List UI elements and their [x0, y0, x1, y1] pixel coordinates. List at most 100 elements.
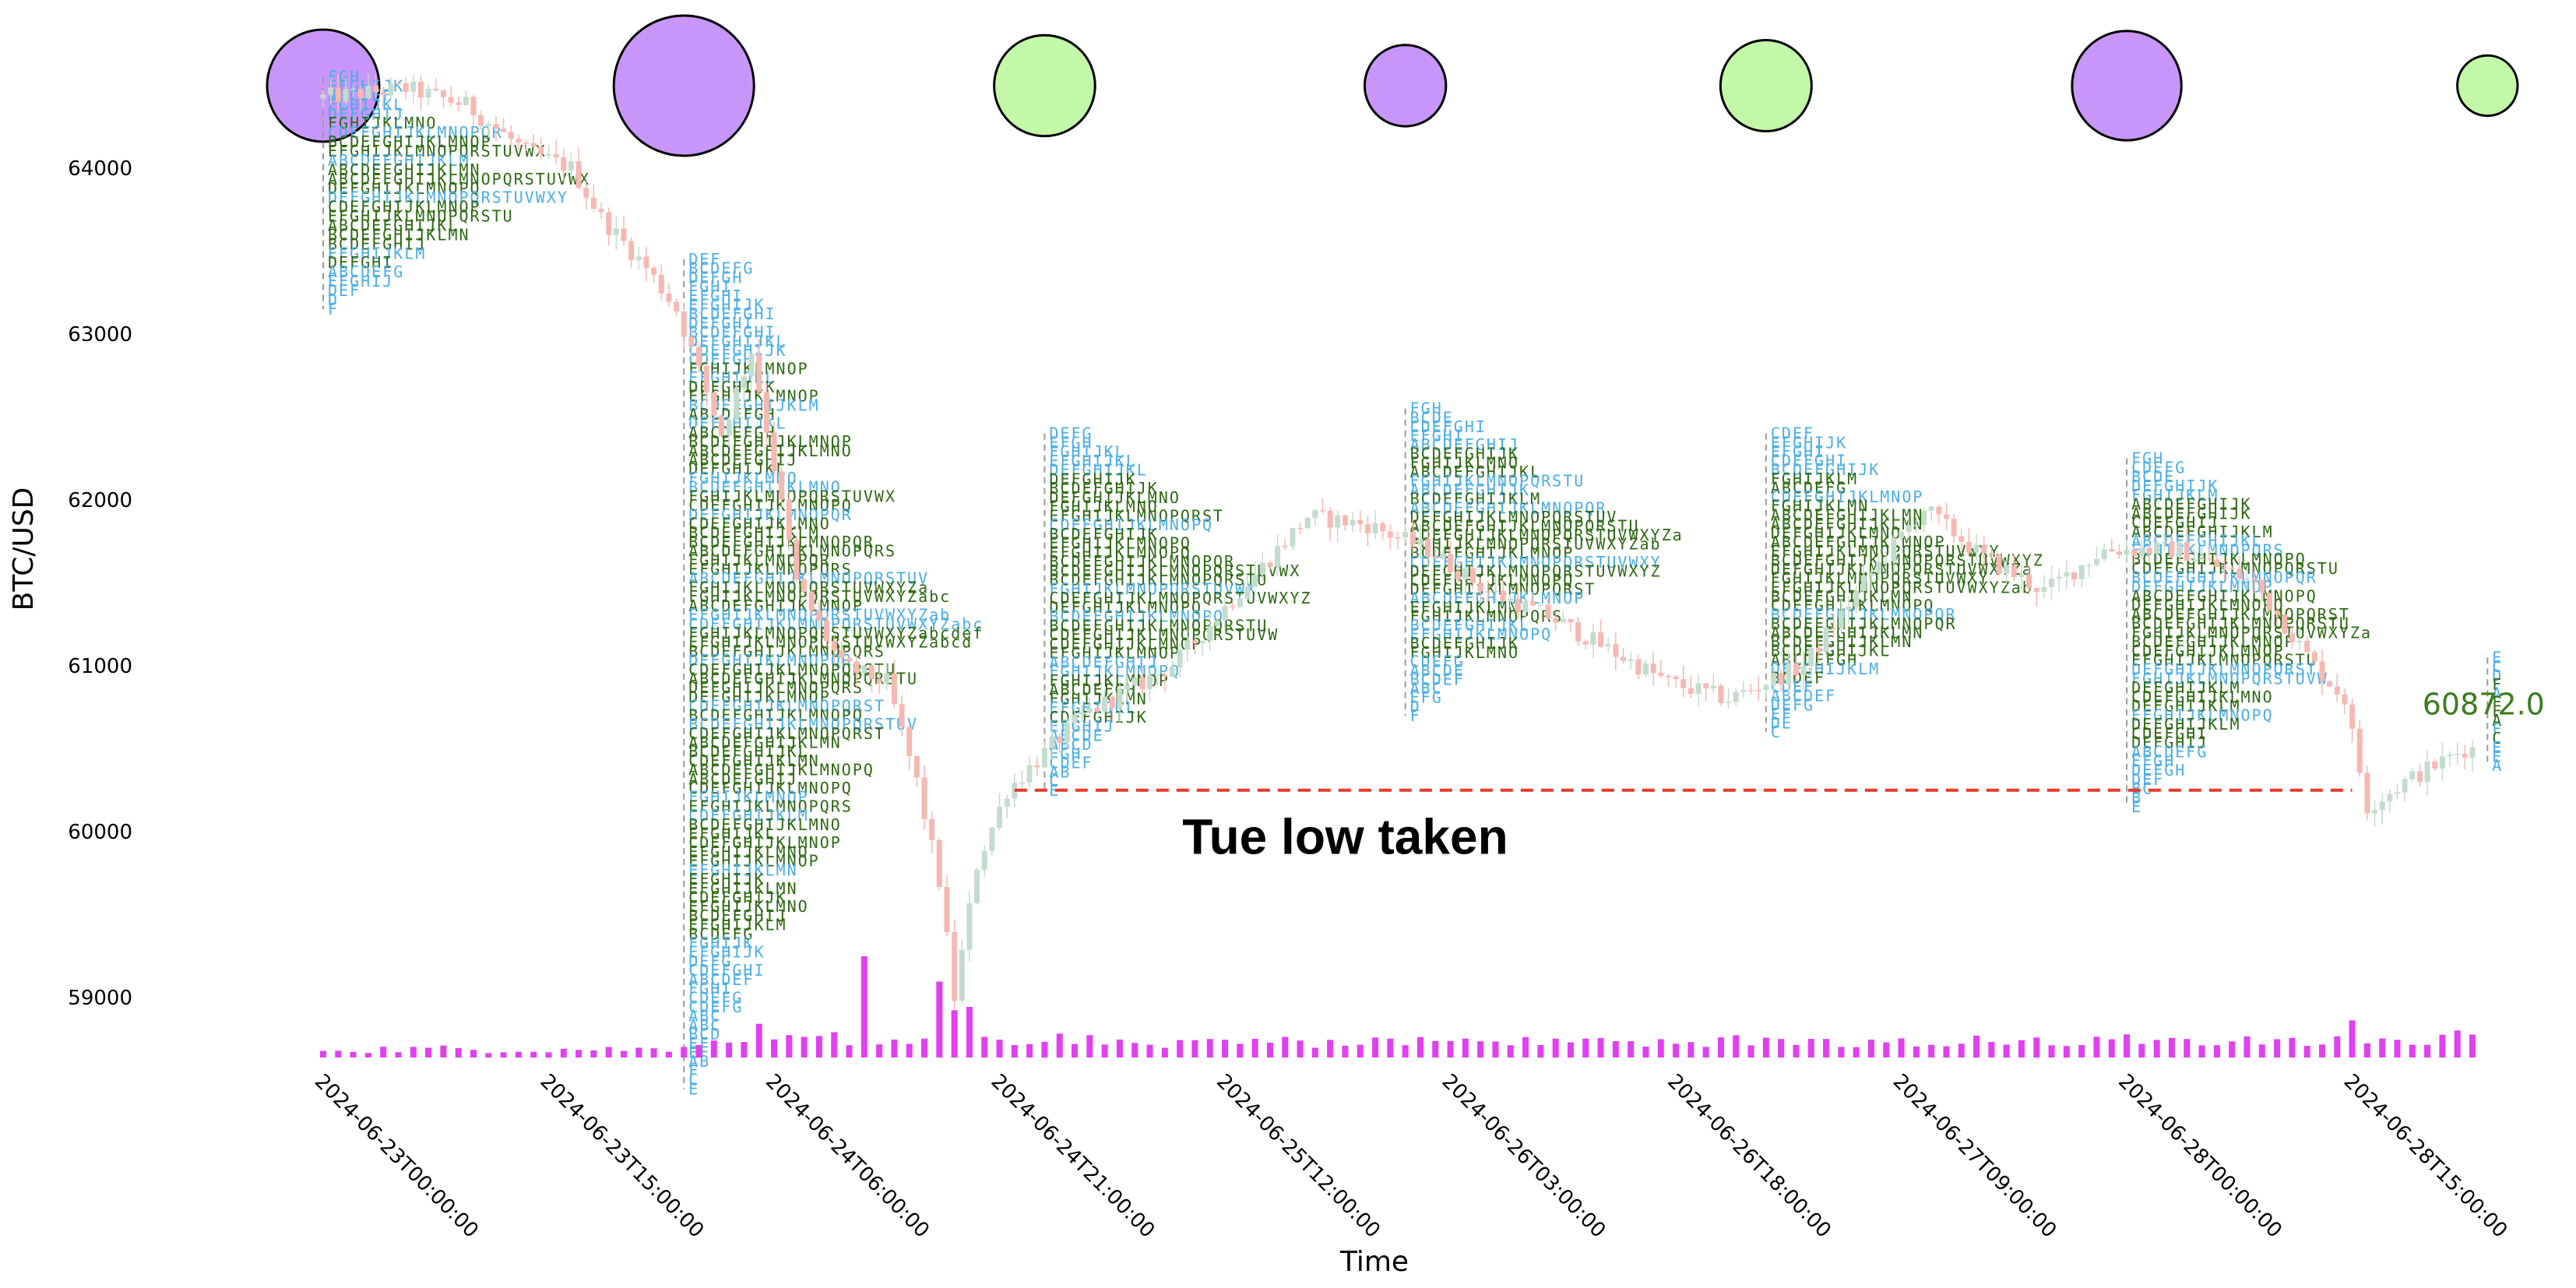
y-tick-label: 64000 — [68, 157, 132, 181]
candle-body — [1778, 673, 1784, 685]
volume-bar — [1762, 1037, 1769, 1057]
volume-bar — [2124, 1034, 2131, 1057]
candle-body — [666, 293, 672, 302]
tpo-row: BCDEFGHIJ — [328, 234, 426, 253]
x-tick-label: 2024-06-28T00:00:00 — [2113, 1070, 2286, 1243]
volume-bar — [1177, 1040, 1184, 1057]
candle-body — [1041, 748, 1047, 768]
candle-body — [1049, 736, 1055, 748]
candle-body — [350, 89, 357, 90]
x-tick-label: 2024-06-24T06:00:00 — [761, 1070, 934, 1243]
tpo-row: CDEFGHIJKLMNOPQRST — [688, 697, 885, 716]
candle-body — [1019, 782, 1025, 784]
volume-bar — [1958, 1043, 1965, 1057]
candle-body — [1658, 673, 1664, 676]
candle-body — [1906, 525, 1912, 532]
tpo-row: EFGHI — [688, 287, 743, 305]
candle-body — [1726, 702, 1732, 703]
volume-bar — [2138, 1043, 2145, 1057]
tpo-row: FGHIJKLM — [2131, 486, 2219, 505]
candle-body — [448, 97, 454, 103]
candle-body — [2214, 559, 2220, 567]
tpo-row: B — [2131, 788, 2142, 807]
tpo-row: FGHIJKLMNOPQRSTUVWXYZa — [688, 578, 929, 596]
tpo-row: ABCDEFGHIJKL — [2131, 532, 2263, 551]
tpo-row: ABCD — [1049, 735, 1093, 754]
tpo-row: BCDEFG — [688, 924, 754, 943]
candle-body — [726, 419, 732, 436]
candle-body — [1958, 536, 1965, 542]
volume-bar — [1101, 1044, 1108, 1057]
candle-body — [2402, 779, 2408, 793]
volume-bar — [320, 1050, 326, 1057]
candle-body — [1230, 606, 1236, 607]
volume-bar — [2409, 1044, 2416, 1057]
candle-body — [1981, 544, 1987, 554]
volume-bar — [2289, 1037, 2296, 1057]
candle-body — [868, 665, 875, 680]
tpo-row: BCDEFGHIJKLMNOPQ — [1049, 607, 1224, 626]
volume-bar — [1567, 1042, 1574, 1057]
candle-body — [635, 256, 642, 260]
volume-bar — [921, 1038, 928, 1057]
tpo-row: BCDEFGHIJKL — [1410, 616, 1530, 635]
candle-body — [997, 806, 1003, 828]
candle-body — [734, 388, 740, 420]
candle-body — [1214, 620, 1220, 626]
volume-bar — [1161, 1047, 1168, 1057]
candle-body — [1838, 610, 1844, 628]
volume-bar — [2303, 1045, 2310, 1057]
volume-bar — [846, 1045, 853, 1057]
candle-body — [621, 228, 627, 241]
candle-body — [1710, 685, 1716, 688]
tpo-row: ABCDEFGHIJKLMNOPQ — [2131, 586, 2317, 605]
volume-bar — [1612, 1041, 1619, 1057]
tpo-row: EFGHIJKLMNOPQRST — [1049, 506, 1224, 525]
tpo-row: EFGHIJKLMN — [688, 860, 797, 879]
volume-bar — [2033, 1037, 2040, 1057]
volume-bar — [1913, 1046, 1920, 1057]
tpo-row: BCDEFGHIJKLMNOPQR — [2131, 568, 2317, 587]
tpo-row: FGHIJKLMNO — [1410, 643, 1519, 662]
candle-body — [2334, 686, 2340, 695]
candle-body — [913, 755, 920, 778]
tpo-row: BCDEFGHIJK — [1410, 634, 1519, 653]
tpo-profiles-layer: FGHEFGHIJKABCDEFFGHIJKLDEFGHIJFGHIJKLMNO… — [322, 68, 2503, 1098]
candle-body — [846, 657, 853, 662]
candle-body — [1582, 641, 1589, 645]
tpo-row: DEFGHIJKLMNOPQR — [688, 505, 853, 524]
candle-body — [2064, 572, 2070, 577]
tpo-row: CDEFG — [2131, 458, 2186, 477]
candle-body — [748, 354, 755, 377]
tpo-row: CDEFGHIJKLMNOP — [1049, 635, 1202, 653]
candle-body — [561, 157, 567, 171]
tpo-row: ABCDEFGHIJKLMNOPQR — [1410, 498, 1607, 517]
candle-body — [2342, 694, 2348, 705]
candle-body — [1169, 667, 1175, 677]
candle-body — [1936, 506, 1942, 515]
tpo-row: A — [2492, 756, 2503, 775]
tpo-row: BCDEFGHIJKLM — [1410, 490, 1542, 509]
candle-body — [373, 86, 379, 93]
volume-bar — [1072, 1043, 1079, 1057]
tpo-row: BCDEFGHIJKLMNO — [688, 478, 842, 497]
tpo-row: BCDEFGHIJK — [1771, 460, 1880, 479]
candle-body — [1448, 554, 1454, 572]
candle-body — [2409, 771, 2416, 779]
tpo-row: CDEFGHIJKLMNOPQ — [1410, 571, 1575, 589]
day-bubble — [2456, 54, 2519, 118]
candle-body — [1943, 514, 1949, 519]
tpo-row: ABCDEFGHIJKLMNOP — [688, 596, 864, 615]
tpo-row: ABCDEFGHIJKLMNOP — [1771, 533, 1946, 551]
candle-body — [816, 611, 822, 621]
tpo-row: EFGHIJKLMNOPQ — [1049, 534, 1191, 553]
tpo-row: FGHIJKLMNOPQRSTU — [1410, 471, 1585, 490]
tpo-row: ABCDEF — [688, 970, 754, 989]
tpo-row: FGHIJKLMNOPQRSTUVWX — [1049, 579, 1257, 598]
annotation-tue-low-taken: Tue low taken — [1182, 808, 1508, 864]
volume-bar — [755, 1023, 762, 1057]
tpo-row: F — [328, 300, 339, 318]
volume-bar — [681, 1047, 688, 1057]
volume-bar — [605, 1047, 612, 1057]
tpo-row: FGHIJK — [688, 934, 754, 952]
